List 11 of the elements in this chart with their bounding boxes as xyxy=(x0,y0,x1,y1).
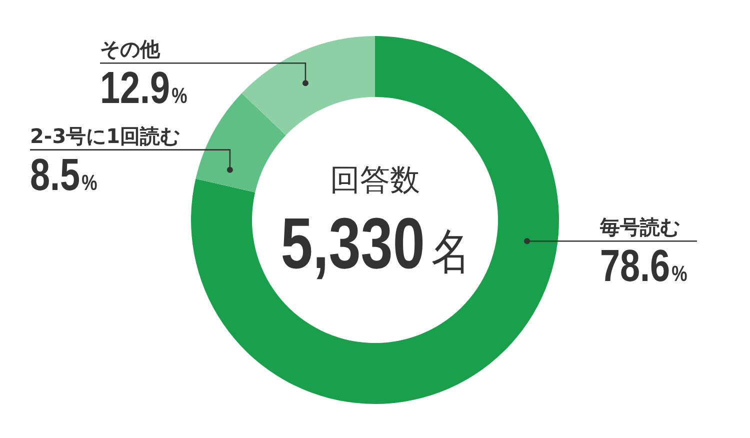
text: 5,330名 xyxy=(280,202,470,284)
donut-slice xyxy=(191,36,559,404)
slice-label: 2-3号に1回読む xyxy=(30,124,180,148)
slice-label: 毎号読む xyxy=(599,215,680,240)
data-label: 12.9% xyxy=(100,62,188,114)
text: 回答数 xyxy=(330,163,420,198)
slice-label: その他 xyxy=(100,37,161,62)
data-label: 8.5% xyxy=(30,148,98,200)
donut-slice xyxy=(196,93,286,192)
donut-slice xyxy=(242,36,375,136)
data-label: 78.6% xyxy=(600,240,688,292)
